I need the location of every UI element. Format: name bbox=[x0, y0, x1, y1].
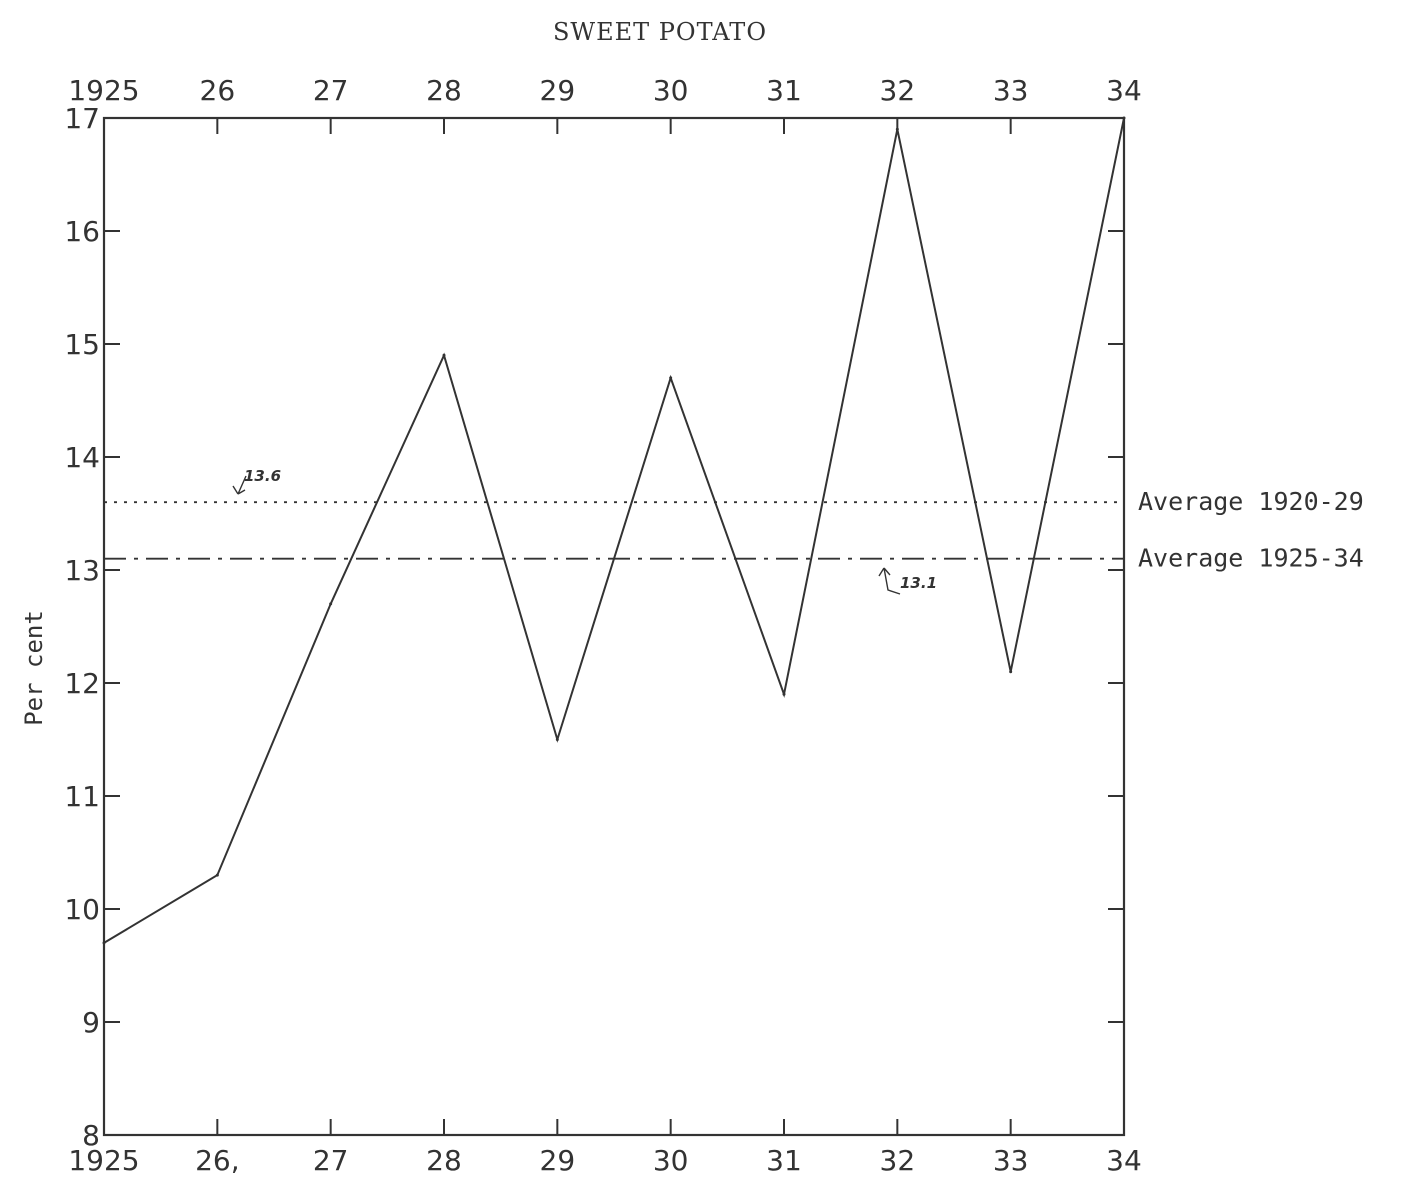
y-axis-label: Per cent bbox=[20, 610, 48, 726]
ref-annotation-arrow-1 bbox=[232, 475, 247, 495]
data-point-1927 bbox=[329, 602, 333, 606]
data-point-1932 bbox=[895, 127, 899, 131]
y-tick-label-9: 9 bbox=[82, 1006, 100, 1039]
data-point-1930 bbox=[669, 376, 673, 380]
data-point-1928 bbox=[442, 353, 446, 357]
x-tick-label-top-1931: 31 bbox=[766, 74, 802, 107]
y-tick-label-14: 14 bbox=[64, 441, 100, 474]
x-tick-label-top-1933: 33 bbox=[993, 74, 1029, 107]
reference-lines: Average 1920-29 13.6 Average 1925-34 13.1 bbox=[104, 467, 1364, 595]
x-tick-label-top-1932: 32 bbox=[880, 74, 916, 107]
ref-annotation-1: 13.6 bbox=[244, 467, 281, 485]
x-tick-label-bottom-1930: 30 bbox=[653, 1144, 689, 1177]
x-tick-label-top-1934: 34 bbox=[1106, 74, 1142, 107]
x-tick-label-bottom-1927: 27 bbox=[313, 1144, 349, 1177]
x-tick-label-top-1929: 29 bbox=[540, 74, 576, 107]
x-tick-label-bottom-1929: 29 bbox=[540, 1144, 576, 1177]
data-point-1926 bbox=[215, 873, 219, 877]
x-tick-label-top-1927: 27 bbox=[313, 74, 349, 107]
y-tick-label-12: 12 bbox=[64, 667, 100, 700]
data-point-1933 bbox=[1009, 670, 1013, 674]
y-tick-label-17: 17 bbox=[64, 102, 100, 135]
series-line-1 bbox=[103, 117, 1125, 944]
data-point-1925 bbox=[102, 941, 106, 945]
x-tick-label-bottom-1934: 34 bbox=[1106, 1144, 1142, 1177]
y-tick-label-8: 8 bbox=[82, 1119, 100, 1152]
ref-annotation-2: 13.1 bbox=[900, 574, 937, 592]
series bbox=[102, 116, 1126, 945]
x-axis-top: 1925 26 27 28 29 30 31 32 33 34 bbox=[68, 74, 1142, 134]
x-tick-label-bottom-1931: 31 bbox=[766, 1144, 802, 1177]
ref-annotation-arrow-2 bbox=[878, 567, 901, 595]
x-tick-label-bottom-1925: 1925 bbox=[68, 1144, 139, 1177]
x-tick-label-top-1926: 26 bbox=[200, 74, 236, 107]
x-tick-label-bottom-1932: 32 bbox=[880, 1144, 916, 1177]
y-tick-label-11: 11 bbox=[64, 780, 100, 813]
data-point-1931 bbox=[782, 692, 786, 696]
x-tick-label-top-1930: 30 bbox=[653, 74, 689, 107]
ref-line-label-1: Average 1920-29 bbox=[1138, 487, 1364, 516]
x-tick-label-bottom-1926: 26, bbox=[195, 1144, 240, 1177]
y-tick-label-13: 13 bbox=[64, 554, 100, 587]
data-point-1934 bbox=[1122, 116, 1126, 120]
y-tick-label-10: 10 bbox=[64, 893, 100, 926]
y-tick-label-16: 16 bbox=[64, 215, 100, 248]
plot-frame bbox=[102, 116, 1126, 1137]
x-tick-label-bottom-1933: 33 bbox=[993, 1144, 1029, 1177]
x-tick-label-bottom-1928: 28 bbox=[426, 1144, 462, 1177]
x-axis-bottom: 1925 26, 27 28 29 30 31 32 33 34 bbox=[68, 1119, 1142, 1177]
y-tick-label-15: 15 bbox=[64, 328, 100, 361]
data-point-1929 bbox=[555, 738, 559, 741]
chart-title: SWEET POTATO bbox=[553, 18, 767, 46]
x-tick-label-top-1925: 1925 bbox=[68, 74, 139, 107]
x-tick-label-top-1928: 28 bbox=[426, 74, 462, 107]
plot-border bbox=[102, 116, 1126, 1137]
ref-line-label-2: Average 1925-34 bbox=[1138, 544, 1364, 573]
y-axis: 8 9 10 11 12 13 14 15 16 17 bbox=[64, 102, 1124, 1152]
